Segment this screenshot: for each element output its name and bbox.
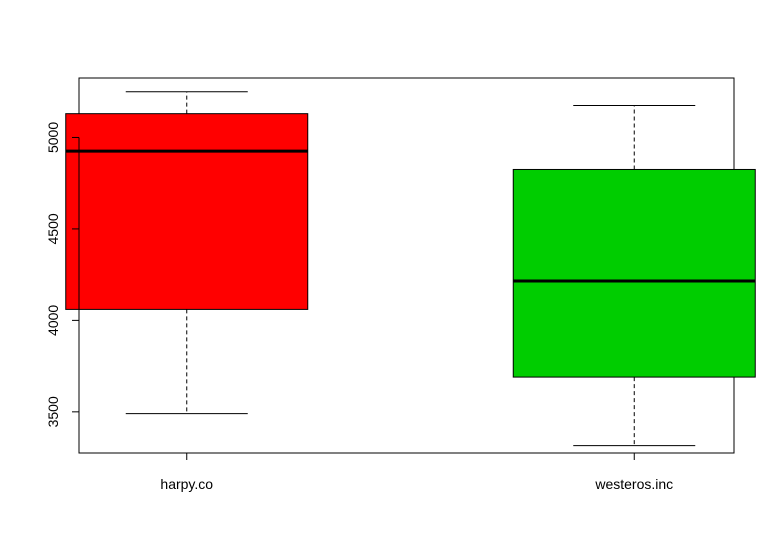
x-tick-label: harpy.co <box>160 476 213 492</box>
box-westeros-inc <box>512 104 756 447</box>
y-tick-label: 4000 <box>45 305 61 336</box>
x-tick-label: westeros.inc <box>594 476 673 492</box>
y-tick-label: 5000 <box>45 122 61 153</box>
box-harpy-co <box>65 91 309 415</box>
y-tick-label: 4500 <box>45 213 61 244</box>
iqr-box <box>65 113 309 310</box>
iqr-box <box>512 168 756 378</box>
y-tick-label: 3500 <box>45 396 61 427</box>
